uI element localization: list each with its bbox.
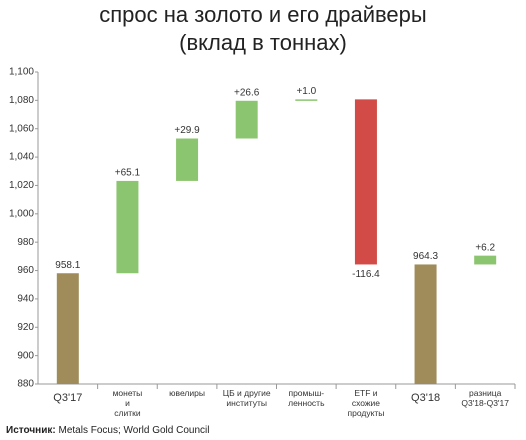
- value-label: +29.9: [174, 125, 200, 136]
- value-label: +1.0: [296, 86, 316, 97]
- y-tick-label: 880: [17, 379, 34, 390]
- value-label: +26.6: [234, 87, 260, 98]
- y-tick-label: 940: [17, 294, 34, 305]
- x-tick-label: ювелиры: [169, 388, 205, 398]
- chart-title: спрос на золото и его драйверы: [99, 2, 426, 27]
- value-label: +6.2: [475, 242, 495, 253]
- chart-subtitle: (вклад в тоннах): [179, 30, 347, 55]
- bar: [176, 138, 199, 181]
- y-tick-label: 1,040: [9, 152, 34, 163]
- source-text: Metals Focus; World Gold Council: [58, 425, 210, 436]
- x-tick-label: ETF и схожие продукты: [347, 388, 385, 418]
- x-tick-label: монеты и слитки: [112, 388, 143, 418]
- x-tick-label: Q3'18: [411, 392, 441, 404]
- y-tick-label: 1,000: [9, 208, 34, 219]
- value-label: +65.1: [115, 168, 141, 179]
- y-tick-label: 920: [17, 322, 34, 333]
- y-tick-label: 980: [17, 237, 34, 248]
- bar: [295, 99, 318, 101]
- y-tick-label: 1,020: [9, 180, 34, 191]
- x-tick-label: ЦБ и другие институты: [222, 388, 271, 408]
- bar: [56, 273, 79, 384]
- bar: [235, 100, 258, 139]
- value-label: 958.1: [55, 260, 80, 271]
- y-tick-label: 960: [17, 265, 34, 276]
- y-tick-label: 1,100: [9, 67, 34, 78]
- bar: [414, 264, 437, 384]
- y-tick-label: 1,080: [9, 95, 34, 106]
- source: Источник: Metals Focus; World Gold Counc…: [6, 425, 209, 436]
- x-tick-label: промыш- ленность: [288, 388, 325, 408]
- source-label: Источник:: [6, 425, 56, 436]
- bar: [116, 180, 139, 274]
- y-tick-label: 1,060: [9, 123, 34, 134]
- bar: [354, 99, 377, 265]
- value-label: -116.4: [352, 269, 380, 280]
- x-tick-label: разница Q3'18-Q3'17: [461, 388, 510, 408]
- y-tick-label: 900: [17, 350, 34, 361]
- bar: [474, 255, 497, 265]
- x-tick-label: Q3'17: [53, 392, 83, 404]
- value-label: 964.3: [413, 251, 438, 262]
